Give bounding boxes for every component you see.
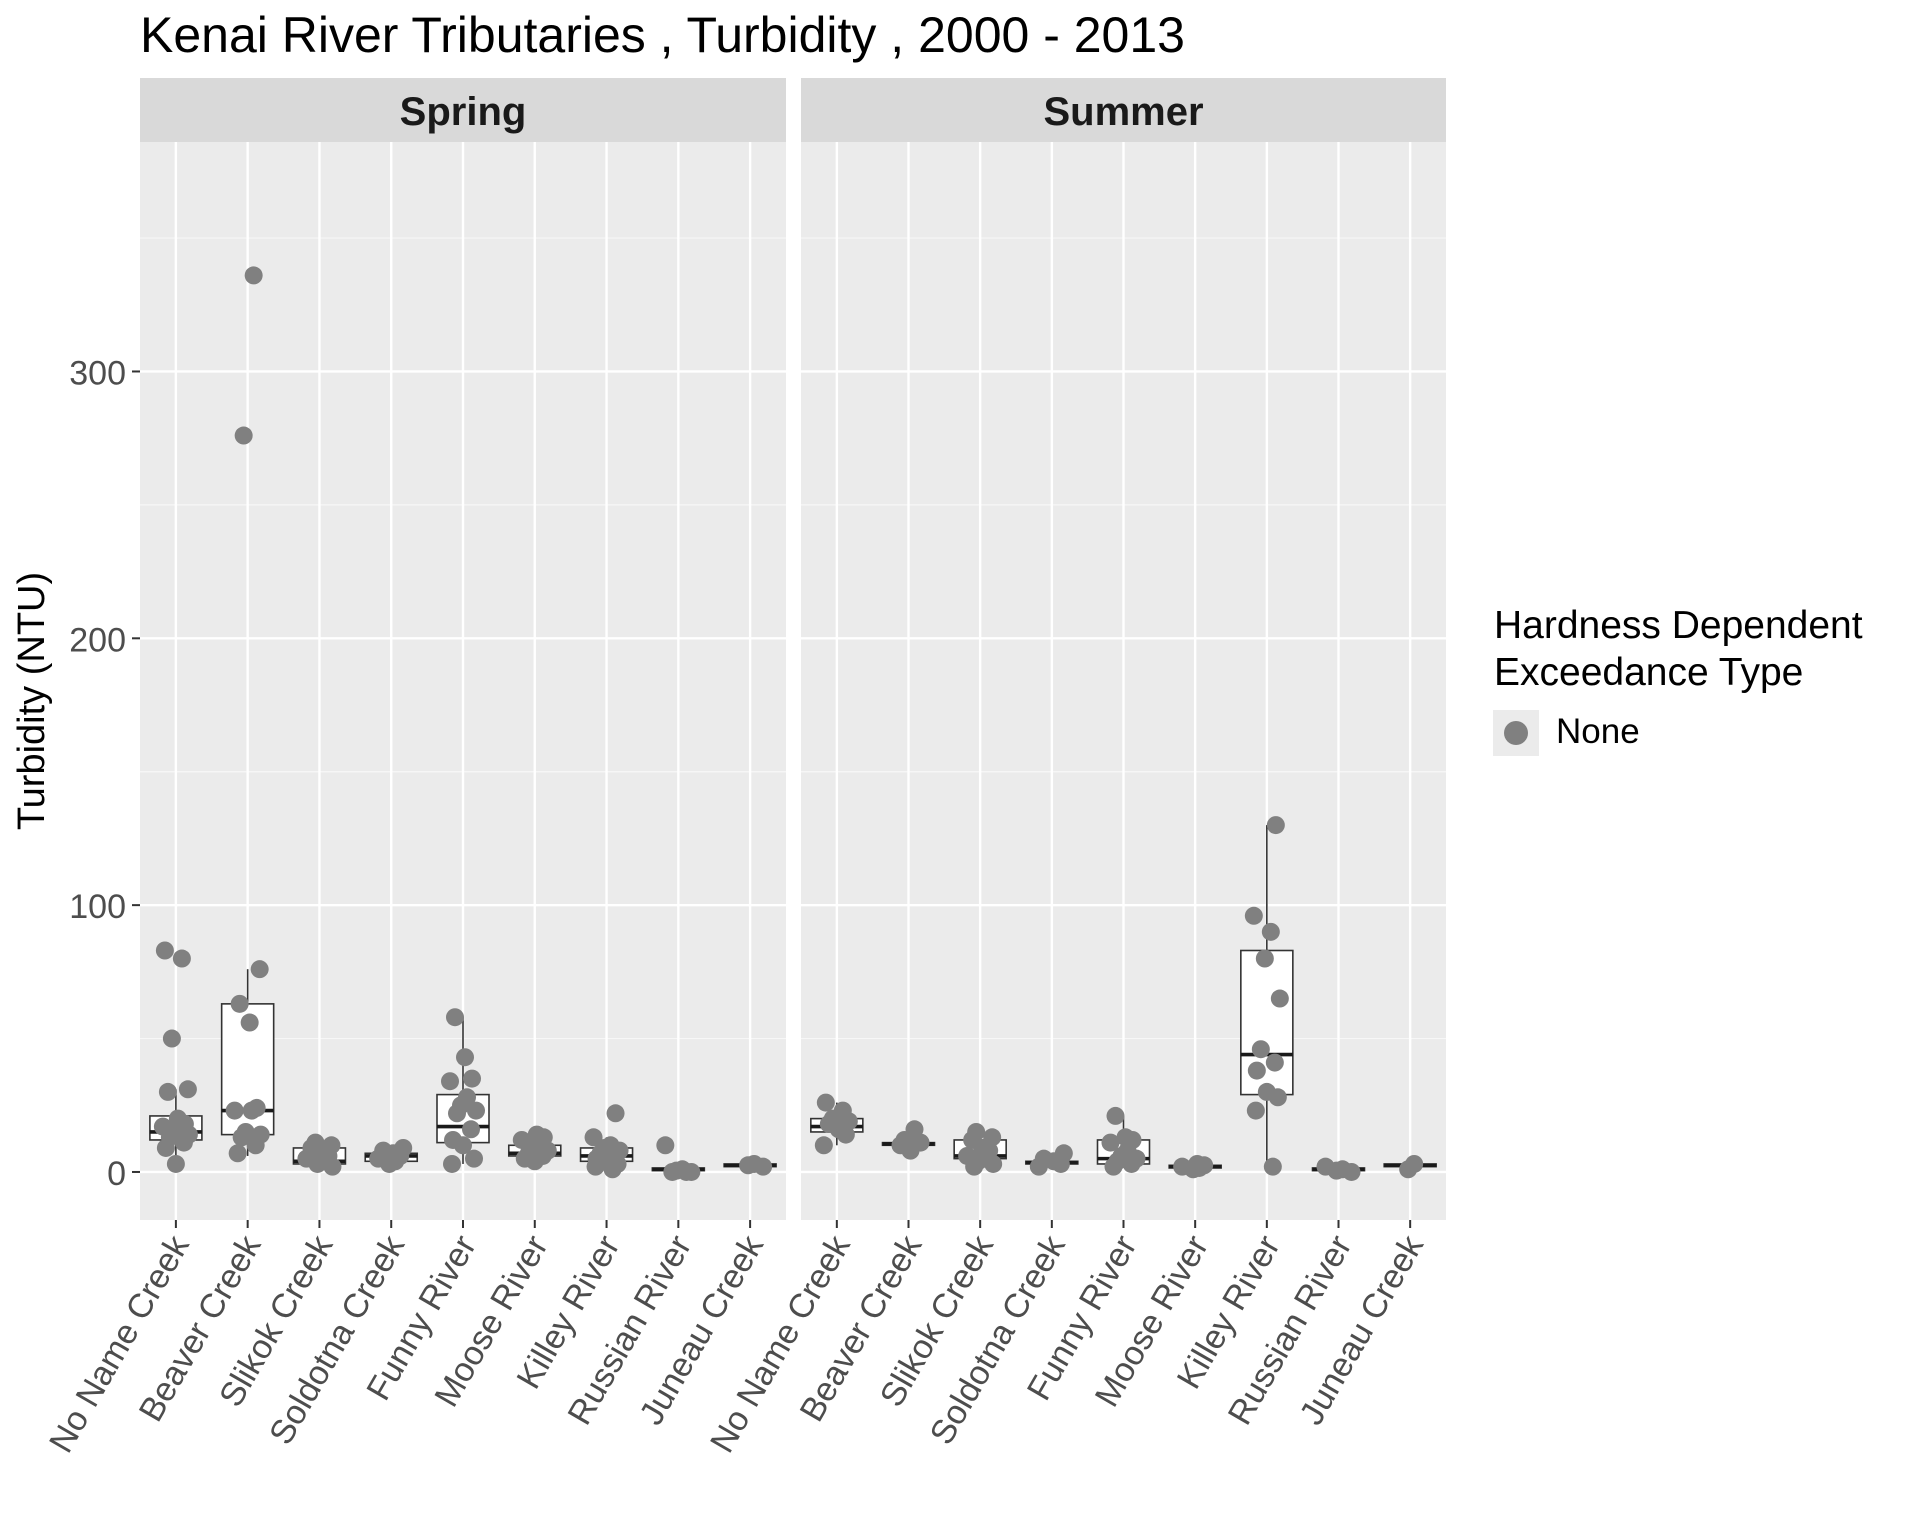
data-point — [603, 1160, 622, 1179]
legend-dot-icon — [1504, 721, 1528, 745]
data-point — [1266, 816, 1285, 835]
y-tick-label: 0 — [107, 1155, 126, 1193]
facet-strip-label: Spring — [400, 90, 527, 134]
data-point — [244, 266, 263, 285]
data-point — [1246, 1101, 1265, 1120]
data-point — [1051, 1154, 1070, 1173]
data-point — [984, 1154, 1003, 1173]
data-point — [172, 949, 191, 968]
data-point — [441, 1072, 459, 1091]
data-point — [816, 1093, 835, 1112]
data-point — [240, 1013, 259, 1032]
chart-title: Kenai River Tributaries , Turbidity , 20… — [140, 7, 1185, 63]
data-point — [242, 1101, 261, 1120]
data-point — [1247, 1061, 1266, 1080]
data-point — [754, 1157, 773, 1176]
data-point — [230, 994, 249, 1013]
data-point — [1261, 922, 1280, 941]
data-point — [739, 1156, 758, 1175]
data-point — [1251, 1040, 1270, 1059]
legend-title: Hardness Dependent Exceedance Type — [1494, 604, 1863, 694]
data-point — [465, 1149, 483, 1168]
facet-strip-label: Summer — [1043, 90, 1203, 134]
facet-strip — [140, 78, 786, 142]
data-point — [158, 1082, 177, 1101]
data-point — [1270, 989, 1289, 1008]
legend-label: None — [1556, 712, 1640, 751]
y-axis-label: Turbidity (NTU) — [11, 572, 53, 830]
data-point — [463, 1069, 481, 1088]
data-point — [606, 1104, 625, 1123]
data-point — [525, 1152, 544, 1171]
data-point — [1029, 1157, 1048, 1176]
data-point — [443, 1154, 461, 1173]
data-point — [178, 1080, 197, 1099]
data-point — [246, 1136, 265, 1155]
data-point — [155, 941, 174, 960]
data-point — [1184, 1160, 1203, 1179]
y-tick-label: 300 — [69, 354, 126, 392]
data-point — [308, 1154, 327, 1173]
data-point — [1263, 1157, 1282, 1176]
data-point — [656, 1136, 675, 1155]
data-point — [1106, 1106, 1125, 1125]
data-point — [1244, 906, 1263, 925]
data-point — [467, 1101, 485, 1120]
data-point — [156, 1138, 175, 1157]
data-point — [228, 1144, 247, 1163]
data-point — [1255, 949, 1274, 968]
data-point — [456, 1048, 474, 1067]
data-point — [1268, 1088, 1287, 1107]
data-point — [1122, 1154, 1141, 1173]
data-point — [1342, 1162, 1361, 1181]
data-point — [454, 1136, 472, 1155]
data-point — [162, 1029, 181, 1048]
data-point — [1265, 1053, 1284, 1072]
data-point — [1104, 1157, 1123, 1176]
data-point — [166, 1154, 185, 1173]
data-point — [234, 426, 253, 445]
data-point — [677, 1162, 696, 1181]
data-point — [380, 1154, 399, 1173]
y-tick-label: 200 — [69, 621, 126, 659]
legend-key — [1493, 710, 1539, 756]
data-point — [232, 1128, 251, 1147]
data-point — [225, 1101, 244, 1120]
data-point — [663, 1162, 682, 1181]
data-point — [448, 1104, 466, 1123]
data-point — [174, 1133, 193, 1152]
data-point — [446, 1008, 464, 1027]
data-point — [836, 1125, 855, 1144]
data-point — [250, 960, 269, 979]
data-point — [462, 1120, 480, 1139]
data-point — [1327, 1161, 1346, 1180]
y-tick-label: 100 — [69, 888, 126, 926]
data-point — [1399, 1160, 1418, 1179]
data-point — [901, 1141, 920, 1160]
data-point — [323, 1157, 342, 1176]
data-point — [586, 1157, 605, 1176]
data-point — [814, 1136, 833, 1155]
facet-strip — [801, 78, 1446, 142]
data-point — [965, 1157, 984, 1176]
data-point — [1101, 1133, 1120, 1152]
